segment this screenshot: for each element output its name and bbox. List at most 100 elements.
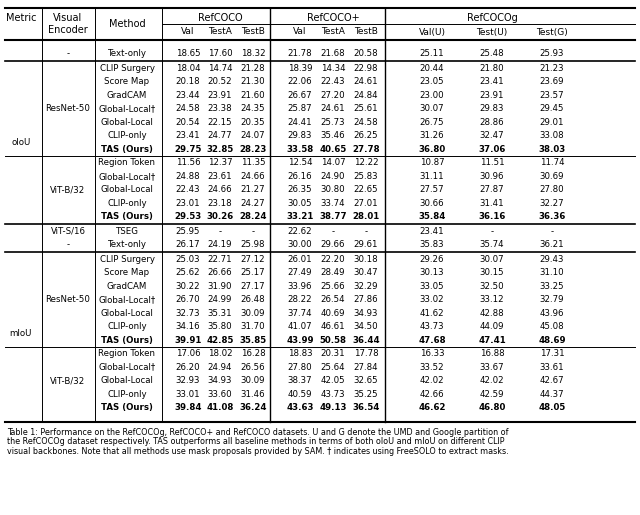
Text: 22.15: 22.15 bbox=[208, 118, 232, 127]
Text: 23.00: 23.00 bbox=[420, 91, 444, 100]
Text: 25.03: 25.03 bbox=[176, 255, 200, 264]
Text: 33.02: 33.02 bbox=[420, 295, 444, 304]
Text: 29.45: 29.45 bbox=[540, 104, 564, 113]
Text: 22.62: 22.62 bbox=[288, 227, 312, 236]
Text: 33.61: 33.61 bbox=[540, 363, 564, 372]
Text: 29.26: 29.26 bbox=[420, 255, 444, 264]
Text: 37.06: 37.06 bbox=[478, 145, 506, 154]
Text: 20.54: 20.54 bbox=[176, 118, 200, 127]
Text: Global-Local: Global-Local bbox=[100, 185, 154, 194]
Text: 25.98: 25.98 bbox=[241, 241, 265, 249]
Text: -: - bbox=[490, 227, 493, 236]
Text: TestA: TestA bbox=[321, 27, 345, 37]
Text: 42.05: 42.05 bbox=[321, 376, 346, 385]
Text: 31.41: 31.41 bbox=[480, 199, 504, 208]
Text: 12.37: 12.37 bbox=[208, 158, 232, 167]
Text: 11.51: 11.51 bbox=[480, 158, 504, 167]
Text: 30.69: 30.69 bbox=[540, 171, 564, 181]
Text: 31.26: 31.26 bbox=[420, 131, 444, 140]
Text: Test(U): Test(U) bbox=[476, 27, 508, 37]
Text: 38.37: 38.37 bbox=[288, 376, 312, 385]
Text: 24.41: 24.41 bbox=[288, 118, 312, 127]
Text: 31.11: 31.11 bbox=[420, 171, 444, 181]
Text: TAS (Ours): TAS (Ours) bbox=[101, 336, 153, 345]
Text: 29.83: 29.83 bbox=[288, 131, 312, 140]
Text: CLIP-only: CLIP-only bbox=[107, 322, 147, 331]
Text: ViT-B/32: ViT-B/32 bbox=[51, 185, 86, 194]
Text: 17.60: 17.60 bbox=[208, 49, 232, 58]
Text: 34.93: 34.93 bbox=[354, 309, 378, 318]
Text: 25.73: 25.73 bbox=[321, 118, 346, 127]
Text: 26.75: 26.75 bbox=[420, 118, 444, 127]
Text: 33.52: 33.52 bbox=[420, 363, 444, 372]
Text: TestA: TestA bbox=[208, 27, 232, 37]
Text: 32.65: 32.65 bbox=[354, 376, 378, 385]
Text: 33.60: 33.60 bbox=[208, 390, 232, 399]
Text: 36.80: 36.80 bbox=[419, 145, 445, 154]
Text: 27.80: 27.80 bbox=[540, 185, 564, 194]
Text: 20.52: 20.52 bbox=[208, 77, 232, 86]
Text: 22.43: 22.43 bbox=[321, 77, 346, 86]
Text: Score Map: Score Map bbox=[104, 268, 150, 277]
Text: 50.58: 50.58 bbox=[319, 336, 346, 345]
Text: 35.85: 35.85 bbox=[239, 336, 267, 345]
Text: 32.85: 32.85 bbox=[206, 145, 234, 154]
Text: 23.69: 23.69 bbox=[540, 77, 564, 86]
Text: 18.83: 18.83 bbox=[288, 349, 312, 358]
Text: 22.20: 22.20 bbox=[321, 255, 346, 264]
Text: 30.18: 30.18 bbox=[354, 255, 378, 264]
Text: 22.98: 22.98 bbox=[354, 64, 378, 73]
Text: ResNet-50: ResNet-50 bbox=[45, 104, 90, 113]
Text: 33.01: 33.01 bbox=[176, 390, 200, 399]
Text: 36.16: 36.16 bbox=[478, 212, 506, 221]
Text: 36.36: 36.36 bbox=[538, 212, 566, 221]
Text: 29.01: 29.01 bbox=[540, 118, 564, 127]
Text: 17.31: 17.31 bbox=[540, 349, 564, 358]
Text: 24.66: 24.66 bbox=[208, 185, 232, 194]
Text: 24.99: 24.99 bbox=[208, 295, 232, 304]
Text: 23.18: 23.18 bbox=[208, 199, 232, 208]
Text: 30.26: 30.26 bbox=[206, 212, 234, 221]
Text: 44.09: 44.09 bbox=[480, 322, 504, 331]
Text: 20.31: 20.31 bbox=[321, 349, 346, 358]
Text: 24.94: 24.94 bbox=[208, 363, 232, 372]
Text: 27.01: 27.01 bbox=[354, 199, 378, 208]
Text: 48.05: 48.05 bbox=[538, 403, 566, 412]
Text: 24.58: 24.58 bbox=[354, 118, 378, 127]
Text: 24.27: 24.27 bbox=[241, 199, 266, 208]
Text: 17.06: 17.06 bbox=[176, 349, 200, 358]
Text: 24.35: 24.35 bbox=[241, 104, 266, 113]
Text: 30.00: 30.00 bbox=[288, 241, 312, 249]
Text: 23.41: 23.41 bbox=[420, 227, 444, 236]
Text: 38.77: 38.77 bbox=[319, 212, 347, 221]
Text: 30.09: 30.09 bbox=[241, 376, 265, 385]
Text: 23.57: 23.57 bbox=[540, 91, 564, 100]
Text: 32.47: 32.47 bbox=[480, 131, 504, 140]
Text: 43.73: 43.73 bbox=[420, 322, 444, 331]
Text: 43.73: 43.73 bbox=[321, 390, 346, 399]
Text: 25.48: 25.48 bbox=[480, 49, 504, 58]
Text: Global-Local†: Global-Local† bbox=[99, 171, 156, 181]
Text: 26.01: 26.01 bbox=[288, 255, 312, 264]
Text: 21.28: 21.28 bbox=[241, 64, 266, 73]
Text: 31.10: 31.10 bbox=[540, 268, 564, 277]
Text: 30.07: 30.07 bbox=[420, 104, 444, 113]
Text: Global-Local: Global-Local bbox=[100, 309, 154, 318]
Text: 11.74: 11.74 bbox=[540, 158, 564, 167]
Text: 18.04: 18.04 bbox=[176, 64, 200, 73]
Text: 23.41: 23.41 bbox=[480, 77, 504, 86]
Text: 35.83: 35.83 bbox=[420, 241, 444, 249]
Text: 24.84: 24.84 bbox=[354, 91, 378, 100]
Text: 29.43: 29.43 bbox=[540, 255, 564, 264]
Text: RefCOCOg: RefCOCOg bbox=[467, 13, 517, 23]
Text: 33.25: 33.25 bbox=[540, 282, 564, 291]
Text: 20.35: 20.35 bbox=[241, 118, 266, 127]
Text: Region Token: Region Token bbox=[99, 349, 156, 358]
Text: 33.67: 33.67 bbox=[480, 363, 504, 372]
Text: 36.44: 36.44 bbox=[352, 336, 380, 345]
Text: 22.65: 22.65 bbox=[354, 185, 378, 194]
Text: 30.07: 30.07 bbox=[480, 255, 504, 264]
Text: 33.58: 33.58 bbox=[286, 145, 314, 154]
Text: 42.02: 42.02 bbox=[420, 376, 444, 385]
Text: 34.93: 34.93 bbox=[208, 376, 232, 385]
